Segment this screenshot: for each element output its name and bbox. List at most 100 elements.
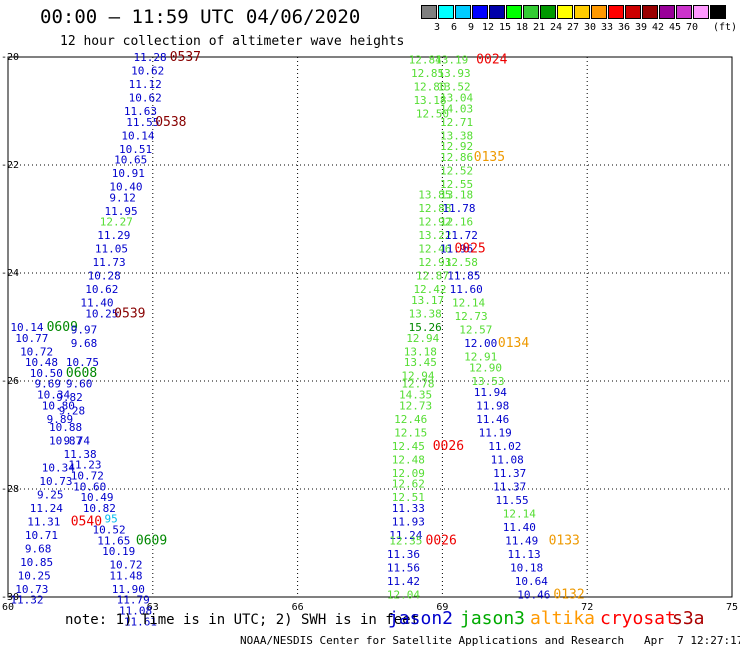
legend-jason3: jason3 xyxy=(460,608,526,629)
x-tick-label: 69 xyxy=(436,602,448,613)
pass-time-label: 0135 xyxy=(474,150,505,165)
wave-height-label: 12.16 xyxy=(440,216,473,229)
wave-height-label: 11.78 xyxy=(442,202,475,215)
wave-height-label: 10.25 xyxy=(85,308,118,321)
wave-height-label: 12.14 xyxy=(452,297,485,310)
wave-height-label: 12.93 xyxy=(418,256,451,269)
wave-height-label: 10.50 xyxy=(30,367,63,380)
wave-height-label: 12.73 xyxy=(454,310,487,323)
scale-label: 39 xyxy=(634,22,648,33)
scale-swatch xyxy=(659,5,675,19)
wave-height-label: 9.60 xyxy=(66,378,93,391)
legend-s3a: s3a xyxy=(672,608,705,629)
scale-swatch xyxy=(625,5,641,19)
wave-height-label: 12.27 xyxy=(100,216,133,229)
wave-height-label: 13.22 xyxy=(418,229,451,242)
wave-height-label: 10.77 xyxy=(15,332,48,345)
scale-label: 21 xyxy=(532,22,546,33)
wave-height-label: 11.33 xyxy=(392,502,425,515)
wave-height-label: 12.04 xyxy=(387,588,420,601)
pass-time-label: 0609 xyxy=(47,320,78,335)
pass-time-label: 0025 xyxy=(454,242,485,257)
wave-height-label: 13.38 xyxy=(409,308,442,321)
wave-height-label: 12.62 xyxy=(392,478,425,491)
pass-time-label: 0132 xyxy=(553,587,584,602)
wave-height-label: 12.15 xyxy=(394,426,427,439)
scale-label: 42 xyxy=(651,22,665,33)
wave-height-label: 10.60 xyxy=(73,480,106,493)
wave-height-label: 10.62 xyxy=(131,65,164,78)
wave-height-label: 12.87 xyxy=(416,270,449,283)
wave-height-label: 9.89 xyxy=(47,413,74,426)
scale-swatch xyxy=(608,5,624,19)
wave-height-label: 10.62 xyxy=(129,92,162,105)
wave-height-label: 10.73 xyxy=(39,475,72,488)
scale-label: 27 xyxy=(566,22,580,33)
wave-height-label: 13.18 xyxy=(404,345,437,358)
wave-height-label: 11.32 xyxy=(10,594,43,607)
wave-height-label: 12.86 xyxy=(440,151,473,164)
wave-height-label: 11.28 xyxy=(133,51,166,64)
scale-swatch xyxy=(574,5,590,19)
wave-height-label: 11.29 xyxy=(97,229,130,242)
wave-height-label: 10.40 xyxy=(109,181,142,194)
wave-height-label: 11.96 xyxy=(440,243,473,256)
wave-height-label: 11.05 xyxy=(95,243,128,256)
wave-height-label: 12.94 xyxy=(406,332,439,345)
scale-label: 70 xyxy=(685,22,699,33)
wave-height-label: 10.91 xyxy=(112,167,145,180)
page-subtitle: 12 hour collection of altimeter wave hei… xyxy=(60,34,405,49)
scale-swatch xyxy=(455,5,471,19)
wave-height-label: 9.74 xyxy=(64,434,91,447)
y-tick-label: -28 xyxy=(1,484,19,495)
wave-height-label: 12.94 xyxy=(401,370,434,383)
scale-unit: (ft) xyxy=(713,22,738,33)
wave-height-label: 10.52 xyxy=(92,524,125,537)
scale-label: 45 xyxy=(668,22,682,33)
pass-time-label: 0026 xyxy=(433,439,464,454)
wave-height-label: 12.09 xyxy=(392,467,425,480)
wave-height-label: 12.92 xyxy=(418,216,451,229)
wave-height-label: 12.91 xyxy=(464,351,497,364)
scale-swatch xyxy=(591,5,607,19)
wave-height-label: 10.71 xyxy=(25,529,58,542)
wave-height-label: 11.13 xyxy=(508,548,541,561)
wave-height-label: 9.68 xyxy=(25,542,52,555)
wave-height-label: 9.12 xyxy=(109,191,136,204)
scale-label: 33 xyxy=(600,22,614,33)
wave-height-label: 9.69 xyxy=(35,378,62,391)
y-tick-label: -26 xyxy=(1,376,19,387)
wave-height-label: 10.28 xyxy=(88,270,121,283)
wave-height-label: 10.25 xyxy=(18,569,51,582)
wave-height-label: 12.58 xyxy=(445,256,478,269)
scale-label: 30 xyxy=(583,22,597,33)
wave-height-label: 11.40 xyxy=(80,297,113,310)
wave-height-label: 12.42 xyxy=(413,283,446,296)
wave-height-label: 15.26 xyxy=(409,321,442,334)
wave-height-label: 10.80 xyxy=(42,399,75,412)
wave-height-label: 12.78 xyxy=(401,378,434,391)
scale-label: 36 xyxy=(617,22,631,33)
wave-height-label: 13.45 xyxy=(404,356,437,369)
scale-swatch xyxy=(540,5,556,19)
credit-text: NOAA/NESDIS Center for Satellite Applica… xyxy=(240,634,740,647)
wave-height-label: 13.53 xyxy=(471,375,504,388)
wave-height-label: 10.72 xyxy=(20,345,53,358)
wave-height-label: 11.60 xyxy=(450,283,483,296)
wave-height-label: 9.82 xyxy=(56,391,82,404)
wave-height-label: 12.46 xyxy=(394,413,427,426)
scale-swatch xyxy=(642,5,658,19)
wave-height-label: 12.35 xyxy=(389,534,422,547)
wave-height-label: 11.42 xyxy=(387,575,420,588)
wave-height-label: 11.48 xyxy=(109,569,142,582)
wave-height-label: 11.73 xyxy=(92,256,125,269)
pass-time-label: 0538 xyxy=(155,115,186,130)
wave-height-label: 13.18 xyxy=(413,94,446,107)
wave-height-label: 12.71 xyxy=(440,116,473,129)
wave-height-label: 14.35 xyxy=(399,389,432,402)
wave-height-label: 10.72 xyxy=(109,559,142,572)
scale-swatch xyxy=(506,5,522,19)
x-tick-label: 66 xyxy=(292,602,304,613)
